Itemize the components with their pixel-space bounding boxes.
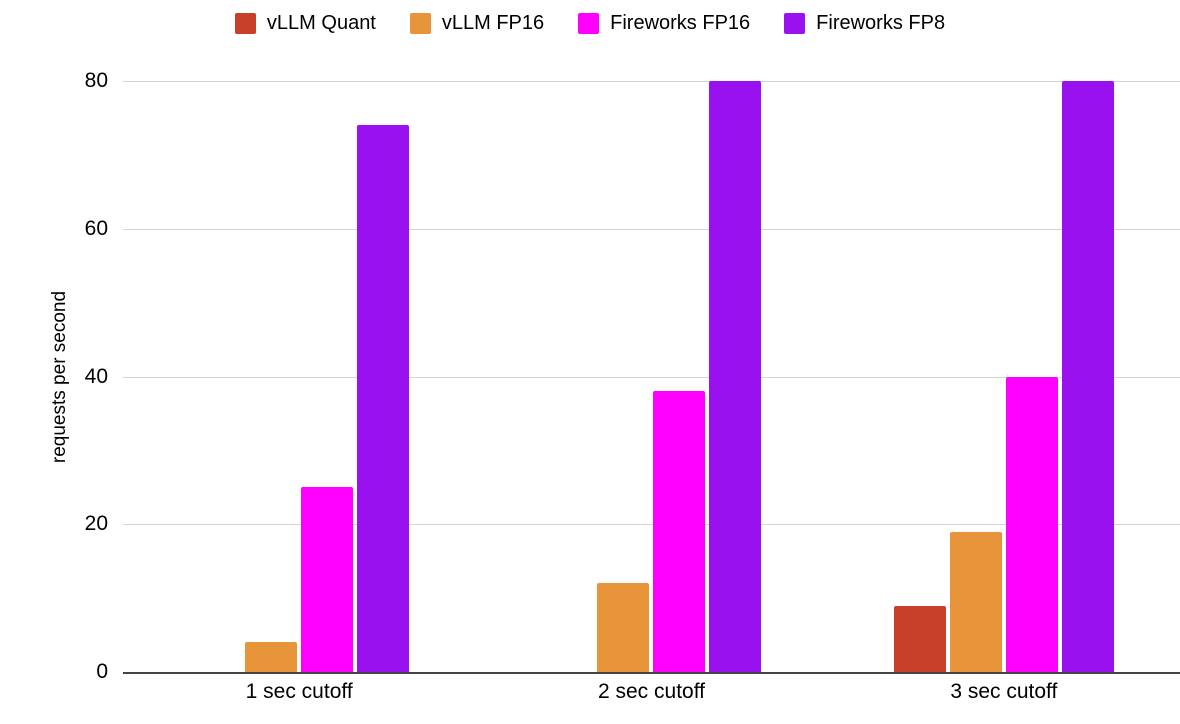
bar-group xyxy=(828,81,1180,672)
bar-group xyxy=(123,81,475,672)
legend-entry[interactable]: Fireworks FP8 xyxy=(784,11,946,34)
legend-entry[interactable]: vLLM FP16 xyxy=(409,11,545,34)
plot-area xyxy=(123,81,1180,674)
bar-slot xyxy=(893,81,946,672)
bar-slot xyxy=(245,81,298,672)
bar-slot xyxy=(301,81,354,672)
legend-entry[interactable]: Fireworks FP16 xyxy=(578,11,751,34)
chart-legend: vLLM Quant vLLM FP16 Fireworks FP16 Firewor… xyxy=(0,6,1180,40)
legend-label: vLLM FP16 xyxy=(441,11,545,34)
bar-group xyxy=(475,81,827,672)
bar[interactable] xyxy=(597,583,650,672)
bar[interactable] xyxy=(949,531,1002,672)
x-axis-tick-label: 2 sec cutoff xyxy=(597,680,705,703)
gridline xyxy=(123,524,1180,526)
legend-swatch-icon xyxy=(409,12,431,34)
bar[interactable] xyxy=(653,391,706,672)
bar[interactable] xyxy=(301,487,354,672)
y-axis-tick-label: 80 xyxy=(84,69,108,92)
bar-slot xyxy=(1061,81,1114,672)
y-axis-title-container: requests per second xyxy=(22,81,70,672)
legend-swatch-icon xyxy=(234,12,256,34)
bar-slot xyxy=(1005,81,1058,672)
x-axis-tick-label: 3 sec cutoff xyxy=(950,680,1058,703)
bar-slot xyxy=(653,81,706,672)
legend-label: Fireworks FP16 xyxy=(610,11,751,34)
y-axis-tick-label: 20 xyxy=(84,512,108,536)
bar[interactable] xyxy=(893,605,946,672)
gridline xyxy=(123,376,1180,378)
bar-slot xyxy=(597,81,650,672)
x-axis-tick-label: 1 sec cutoff xyxy=(245,680,353,703)
bar-groups xyxy=(123,81,1180,672)
legend-swatch-icon xyxy=(578,12,600,34)
y-axis-tick-label: 60 xyxy=(84,216,108,240)
bar-slot xyxy=(541,81,593,672)
axis-baseline xyxy=(123,672,1180,674)
legend-entry[interactable]: vLLM Quant xyxy=(234,11,376,34)
bar-slot xyxy=(189,81,241,672)
bar[interactable] xyxy=(357,125,410,672)
legend-label: vLLM Quant xyxy=(266,11,376,34)
bar-slot xyxy=(709,81,762,672)
legend-swatch-icon xyxy=(784,12,806,34)
legend-label: Fireworks FP8 xyxy=(816,11,946,34)
bar-slot xyxy=(949,81,1002,672)
y-axis-tick-label: 0 xyxy=(96,660,108,683)
y-axis-tick-labels: 0 20 40 60 80 xyxy=(48,69,108,683)
gridline xyxy=(123,81,1180,82)
bar[interactable] xyxy=(709,81,762,672)
gridline xyxy=(123,228,1180,230)
bar[interactable] xyxy=(245,642,298,672)
bar[interactable] xyxy=(1061,81,1114,672)
y-axis-tick-label: 40 xyxy=(84,364,108,388)
x-axis-tick-labels: 1 sec cutoff 2 sec cutoff 3 sec cutoff xyxy=(123,680,1180,720)
bar-slot xyxy=(357,81,410,672)
bar[interactable] xyxy=(1005,376,1058,672)
